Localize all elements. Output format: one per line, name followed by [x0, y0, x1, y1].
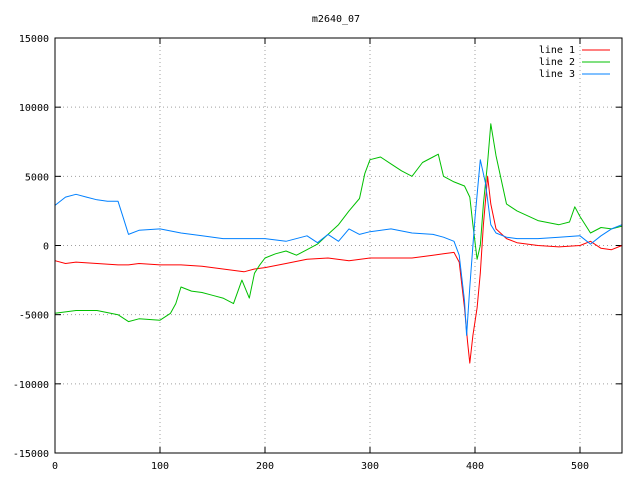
- series-line-line-3: [54, 159, 623, 336]
- plot-frame: [54, 37, 623, 454]
- x-tick-label: 400: [466, 461, 484, 472]
- y-tick-label: 5000: [25, 172, 49, 183]
- x-tick-label: 0: [52, 461, 58, 472]
- y-tick-label: -10000: [13, 380, 49, 391]
- axes: 0 100 200 300 400 500 -15000 -10000 -5000 0 5000 10…: [13, 34, 622, 472]
- chart-title: m2640_07: [312, 14, 360, 25]
- y-tick-label: -5000: [19, 311, 49, 322]
- legend-label: line 3: [539, 69, 575, 80]
- x-tick-label: 100: [151, 461, 169, 472]
- x-tick-label: 500: [571, 461, 589, 472]
- x-tick-label: 300: [361, 461, 379, 472]
- x-tick-label: 200: [256, 461, 274, 472]
- series-lines: [54, 123, 623, 364]
- series-line-line-2: [54, 123, 623, 323]
- y-tick-label: 15000: [19, 34, 49, 45]
- y-tick-label: -15000: [13, 449, 49, 460]
- grid-lines: [55, 38, 622, 453]
- y-tick-label: 0: [43, 242, 49, 253]
- legend-label: line 2: [539, 57, 575, 68]
- y-tick-label: 10000: [19, 103, 49, 114]
- series-line-line-1: [54, 175, 623, 364]
- legend-label: line 1: [539, 45, 575, 56]
